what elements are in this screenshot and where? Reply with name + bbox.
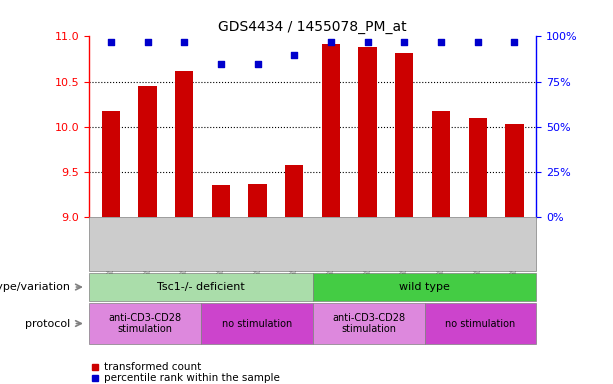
- Bar: [285, 165, 303, 217]
- Bar: [175, 71, 194, 217]
- Bar: [139, 86, 157, 217]
- Point: [143, 39, 153, 45]
- Bar: [432, 111, 450, 217]
- Bar: [102, 111, 120, 217]
- Point: [253, 61, 262, 67]
- Bar: [468, 118, 487, 217]
- Point: [400, 39, 409, 45]
- Text: wild type: wild type: [399, 282, 450, 292]
- Bar: [505, 124, 524, 217]
- Title: GDS4434 / 1455078_PM_at: GDS4434 / 1455078_PM_at: [218, 20, 407, 34]
- Point: [180, 39, 189, 45]
- Point: [473, 39, 482, 45]
- Text: Tsc1-/- deficient: Tsc1-/- deficient: [157, 282, 245, 292]
- Text: anti-CD3-CD28
stimulation: anti-CD3-CD28 stimulation: [109, 313, 181, 334]
- Text: transformed count: transformed count: [104, 362, 202, 372]
- Bar: [395, 53, 414, 217]
- Point: [289, 51, 299, 58]
- Text: no stimulation: no stimulation: [445, 318, 516, 329]
- Bar: [322, 44, 340, 217]
- Bar: [211, 185, 230, 217]
- Point: [509, 39, 519, 45]
- Text: no stimulation: no stimulation: [221, 318, 292, 329]
- Point: [363, 39, 373, 45]
- Point: [106, 39, 116, 45]
- Text: percentile rank within the sample: percentile rank within the sample: [104, 373, 280, 383]
- Text: protocol: protocol: [25, 318, 70, 329]
- Point: [216, 61, 226, 67]
- Point: [436, 39, 446, 45]
- Bar: [248, 184, 267, 217]
- Point: [326, 39, 336, 45]
- Text: genotype/variation: genotype/variation: [0, 282, 70, 292]
- Text: anti-CD3-CD28
stimulation: anti-CD3-CD28 stimulation: [332, 313, 405, 334]
- Bar: [359, 47, 377, 217]
